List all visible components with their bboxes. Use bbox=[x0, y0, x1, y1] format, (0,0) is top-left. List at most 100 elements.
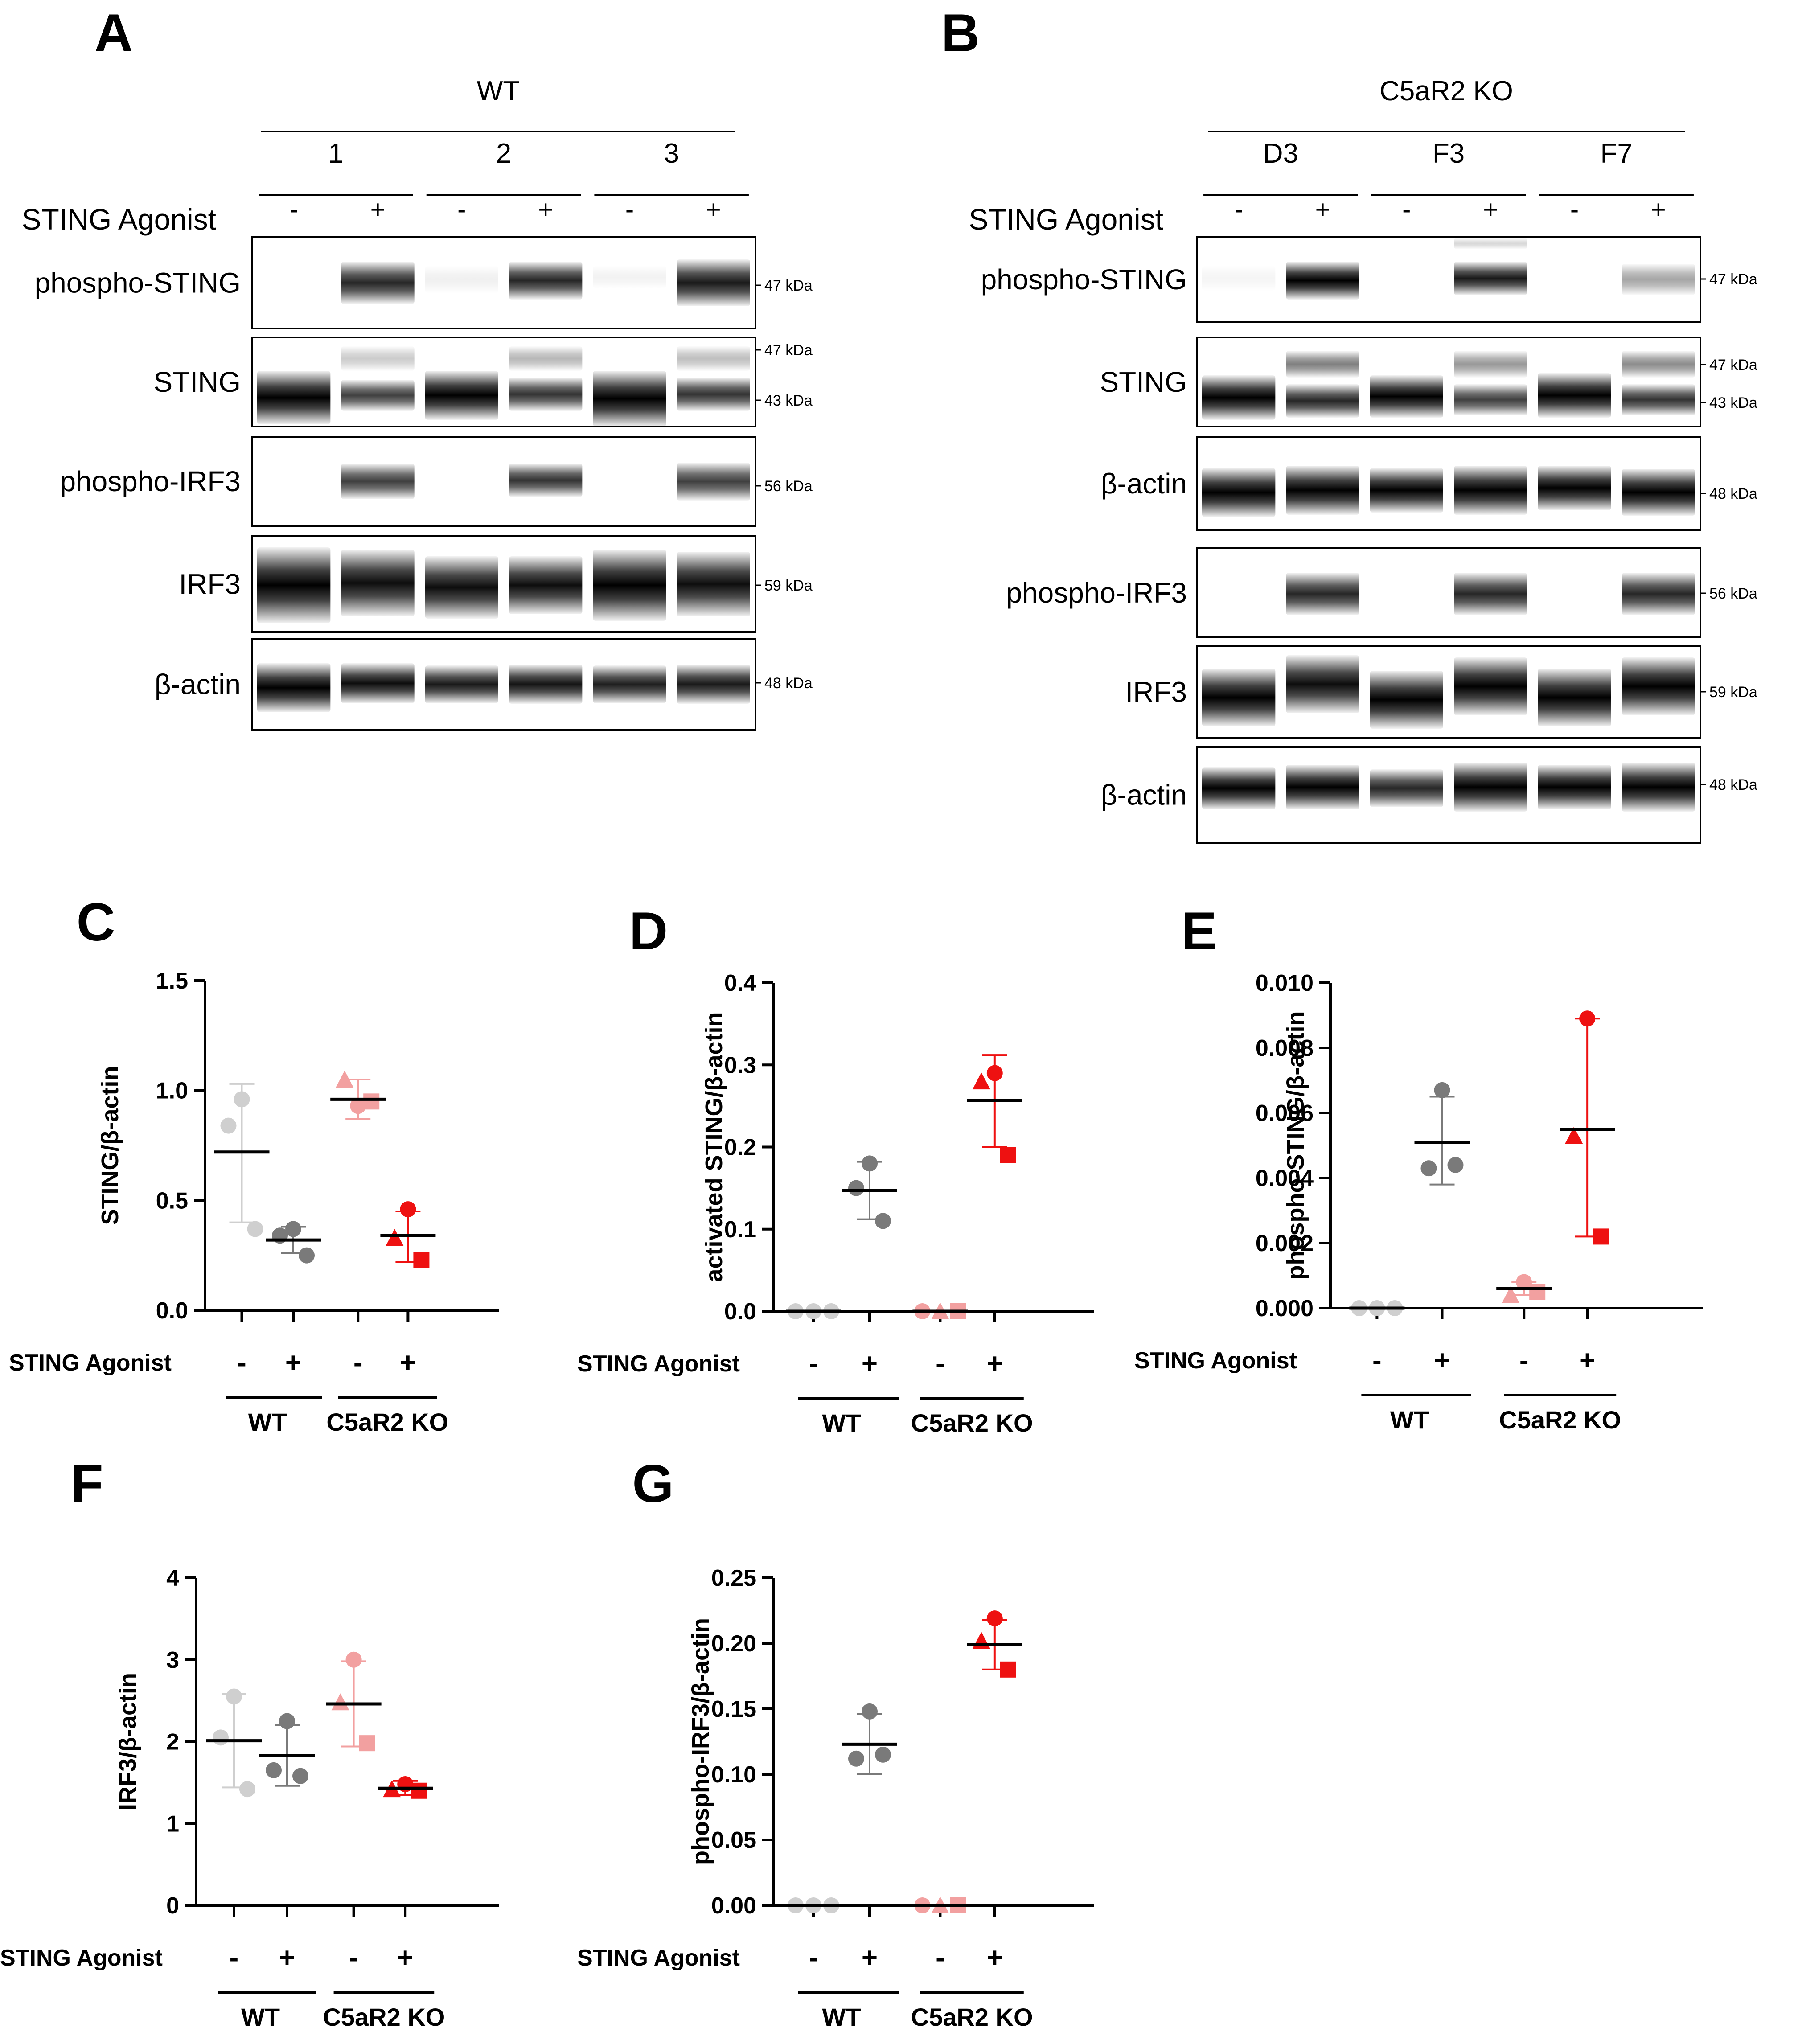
data-point bbox=[862, 1703, 878, 1720]
blot-band bbox=[1286, 573, 1359, 615]
blot-band bbox=[1454, 351, 1527, 378]
agonist-plus: + bbox=[1434, 1345, 1450, 1376]
blot-band bbox=[509, 262, 583, 300]
blot-row-label: β-actin bbox=[1101, 779, 1187, 811]
blot-band bbox=[1286, 466, 1359, 515]
group-label-ko: C5aR2 KO bbox=[323, 2003, 445, 2031]
agonist-plus: + bbox=[1315, 195, 1330, 224]
data-point bbox=[972, 1072, 990, 1090]
agonist-row-label: STING Agonist bbox=[0, 1945, 163, 1971]
data-point bbox=[285, 1221, 301, 1237]
blot-band bbox=[677, 665, 750, 704]
dot-plot-f: 0 1 2 3 4 IRF3/β-actin STING Agonist - + - + WT C5aR… bbox=[0, 1565, 499, 2031]
blot-frame bbox=[1196, 337, 1701, 427]
y-tick-label: 2 bbox=[166, 1729, 179, 1755]
agonist-minus: - bbox=[457, 195, 466, 224]
agonist-row-label: STING Agonist bbox=[9, 1350, 172, 1376]
blot-band bbox=[677, 346, 750, 371]
data-point bbox=[345, 1651, 362, 1668]
dot-plot-g: 0.00 0.05 0.10 0.15 0.20 0.25 phospho-IRF3/β-a… bbox=[577, 1565, 1094, 2031]
y-tick-label: 0 bbox=[166, 1893, 179, 1919]
blot-band bbox=[1538, 373, 1611, 418]
panel-letter-c: C bbox=[77, 892, 115, 952]
data-point bbox=[1000, 1661, 1016, 1678]
blot-band bbox=[341, 262, 415, 304]
data-point bbox=[331, 1693, 349, 1711]
blot-lane-label: 3 bbox=[664, 138, 679, 169]
y-tick-label: 0.20 bbox=[711, 1631, 756, 1657]
group-label-wt: WT bbox=[241, 2003, 280, 2031]
data-point bbox=[279, 1713, 295, 1729]
data-point bbox=[1593, 1228, 1609, 1245]
blot-band bbox=[1454, 262, 1527, 295]
blot-band bbox=[677, 378, 750, 411]
panel-letter-g: G bbox=[632, 1454, 673, 1514]
blot-band bbox=[341, 550, 415, 616]
blot-band bbox=[425, 556, 498, 619]
kda-marker: 47 kDa bbox=[764, 277, 813, 294]
y-tick-label: 0.000 bbox=[1256, 1296, 1314, 1322]
data-point bbox=[247, 1221, 263, 1237]
blot-band bbox=[1286, 262, 1359, 300]
y-tick-label: 0.3 bbox=[724, 1052, 756, 1078]
data-point bbox=[266, 1762, 282, 1778]
blot-band bbox=[509, 378, 583, 411]
kda-marker: 43 kDa bbox=[764, 392, 813, 409]
blot-band bbox=[425, 371, 498, 420]
blot-panel-a: WT 1 - +2 - +3 - + STING Agonist phospho-STING 47 … bbox=[21, 76, 813, 731]
agonist-row-label: STING Agonist bbox=[21, 203, 216, 236]
data-point bbox=[875, 1746, 891, 1763]
blot-band bbox=[1286, 655, 1359, 713]
agonist-plus: + bbox=[987, 1942, 1003, 1973]
data-point bbox=[234, 1091, 250, 1108]
blot-frame bbox=[1196, 746, 1701, 844]
blot-frame bbox=[251, 236, 756, 329]
agonist-row-label: STING Agonist bbox=[577, 1945, 740, 1971]
blot-band bbox=[341, 464, 415, 499]
y-tick-label: 0.004 bbox=[1256, 1166, 1314, 1191]
agonist-minus: - bbox=[353, 1347, 363, 1378]
blot-band bbox=[425, 266, 498, 293]
data-point bbox=[1516, 1274, 1532, 1290]
blot-band bbox=[1622, 351, 1695, 378]
y-tick-label: 1.0 bbox=[156, 1078, 188, 1104]
group-label-ko: C5aR2 KO bbox=[911, 1409, 1033, 1437]
data-point bbox=[862, 1155, 878, 1172]
data-point bbox=[239, 1781, 255, 1798]
blot-row-label: IRF3 bbox=[1125, 676, 1187, 708]
agonist-plus: + bbox=[370, 195, 386, 224]
blot-frame bbox=[251, 436, 756, 527]
blot-group-title: WT bbox=[477, 76, 520, 107]
blot-band bbox=[1622, 763, 1695, 812]
y-axis-label: phospho-IRF3/β-actin bbox=[687, 1618, 714, 1865]
kda-marker: 48 kDa bbox=[1709, 776, 1757, 793]
blot-band bbox=[1538, 765, 1611, 809]
blot-band bbox=[509, 346, 583, 371]
data-point bbox=[1000, 1147, 1016, 1163]
blot-row-label: phospho-IRF3 bbox=[60, 465, 241, 497]
blot-band bbox=[1622, 573, 1695, 615]
blot-band bbox=[425, 665, 498, 703]
y-tick-label: 0.4 bbox=[724, 970, 756, 996]
data-point bbox=[986, 1065, 1003, 1081]
blot-row-label: IRF3 bbox=[179, 568, 241, 600]
data-point bbox=[413, 1252, 430, 1268]
blot-band bbox=[1622, 469, 1695, 516]
blot-band bbox=[593, 371, 666, 427]
blot-frame bbox=[251, 535, 756, 633]
blot-band bbox=[341, 380, 415, 411]
blot-band bbox=[1622, 264, 1695, 295]
data-point bbox=[292, 1768, 308, 1784]
blot-band bbox=[1454, 657, 1527, 715]
y-tick-label: 0.15 bbox=[711, 1696, 756, 1722]
blot-band bbox=[1454, 573, 1527, 615]
blot-band bbox=[1202, 669, 1276, 726]
blot-group-title: C5aR2 KO bbox=[1379, 76, 1513, 107]
panel-letter-a: A bbox=[94, 3, 133, 63]
y-tick-label: 0.10 bbox=[711, 1762, 756, 1788]
blot-band bbox=[1286, 351, 1359, 378]
y-tick-label: 0.00 bbox=[711, 1893, 756, 1919]
data-point bbox=[848, 1180, 864, 1196]
data-point bbox=[213, 1729, 229, 1746]
